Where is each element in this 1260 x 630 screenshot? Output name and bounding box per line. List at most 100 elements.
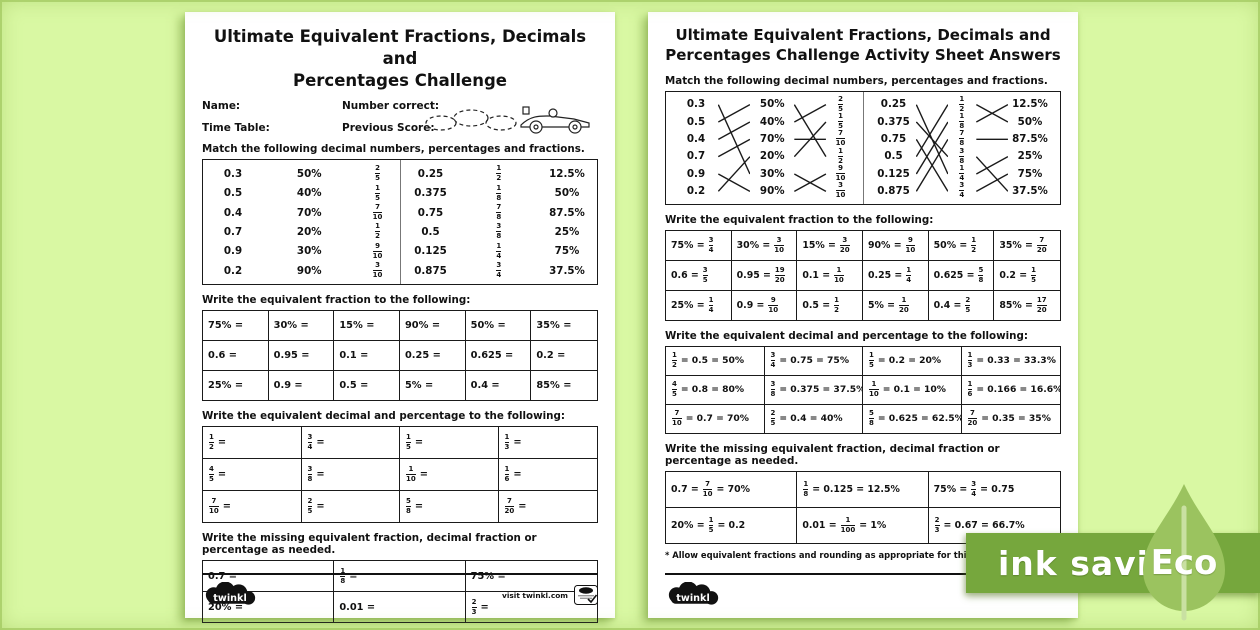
match-item: 0.25	[880, 98, 907, 111]
grid-cell: 15% =	[334, 311, 400, 342]
section2-prompt: Write the equivalent fraction to the fol…	[665, 213, 934, 226]
previous-score-label: Previous Score:	[342, 122, 435, 135]
grid-cell: 35% = 7 20	[994, 231, 1060, 261]
twinkl-logo: twinkl	[205, 582, 256, 605]
grid-cell: 0.2 =	[531, 341, 597, 372]
match-item: 50%	[759, 98, 785, 111]
grid-cell: 20% =	[203, 592, 335, 623]
grid-cell: 5% = 1 20	[863, 290, 929, 320]
match-item: 90%	[759, 184, 785, 197]
grid-cell: 0.7 =	[203, 561, 335, 593]
answers-title: Ultimate Equivalent Fractions, Decimals …	[665, 26, 1061, 66]
grid-cell: 0.625 =	[465, 341, 532, 372]
fraction: 1 20	[899, 295, 909, 314]
match-item: 9 10	[364, 242, 392, 261]
fraction: 1 100	[840, 515, 856, 534]
section3-prompt: Write the equivalent decimal and percent…	[202, 410, 565, 423]
connector-area	[513, 164, 545, 280]
match-item: 40%	[759, 115, 785, 128]
grid-cell: 30% =	[268, 311, 335, 342]
fractions-column: 2 5 1 5 7 10 1 2 9 10 3 10	[364, 164, 392, 280]
grid-cell: 85% =	[536, 380, 572, 392]
match-item: 20%	[296, 225, 322, 238]
fraction: 1 10	[834, 265, 844, 284]
fraction: 9 10	[768, 295, 779, 314]
decimals-column: 0.25 0.375 0.75 0.5 0.125 0.875	[872, 96, 916, 200]
match-item: 3 10	[827, 182, 855, 199]
match-item: 0.3	[223, 167, 243, 180]
time-table-label: Time Table:	[202, 122, 270, 135]
worksheet-page: Ultimate Equivalent Fractions, Decimals …	[185, 12, 615, 624]
answers-title-bold: Answers	[989, 45, 1061, 64]
fraction: 3 20	[839, 235, 850, 254]
fraction: 3 10	[372, 261, 383, 280]
equivalent-fraction-table: 75% = 30% = 15% = 90% = 50% = 35% = 0.6 = 0.95 …	[202, 310, 598, 402]
fraction: 3 10	[774, 235, 784, 254]
section4-prompt: Write the missing equivalent fraction, d…	[665, 442, 1000, 467]
grid-cell: 7 10 =	[203, 491, 302, 523]
grid-cell: 0.01 =	[334, 592, 466, 623]
grid-cell: 7 10 = 0.7 = 70%	[666, 404, 765, 433]
fraction: 1 10	[869, 380, 879, 399]
answers-page: Ultimate Equivalent Fractions, Decimals …	[648, 12, 1078, 618]
match-item: 3 10	[364, 261, 392, 280]
match-item: 37.5%	[1012, 184, 1048, 197]
grid-cell: 0.1 =	[334, 341, 400, 372]
grid-cell: 0.01 = 1 100 = 1%	[797, 507, 929, 543]
number-correct-label: Number correct:	[342, 100, 440, 113]
match-item: 50%	[1017, 115, 1043, 128]
match-item: 40%	[296, 187, 322, 200]
match-item: 0.4	[686, 132, 706, 145]
grid-cell: 0.9 = 9 10	[732, 290, 798, 320]
worksheet-title-line1: Ultimate Equivalent Fractions, Decimals …	[213, 27, 587, 68]
missing-equivalent-table: 0.7 = 1 8 = 75% = 20% = 0.01 = 2 3 =	[202, 560, 598, 624]
match-item: 9 10	[827, 165, 855, 182]
fractions-column: 2 5 1 5 7 10 1 2 9 10 3 10	[827, 95, 855, 200]
table-divider	[862, 91, 864, 204]
match-prompt: Match the following decimal numbers, per…	[202, 143, 585, 156]
percents-column: 12.5% 50% 87.5% 25% 75% 37.5%	[1008, 96, 1052, 200]
twinkl-quality-badge	[574, 585, 598, 605]
grid-cell: 1 10 = 0.1 = 10%	[863, 375, 962, 405]
visit-link[interactable]: visit twinkl.com	[502, 590, 568, 600]
